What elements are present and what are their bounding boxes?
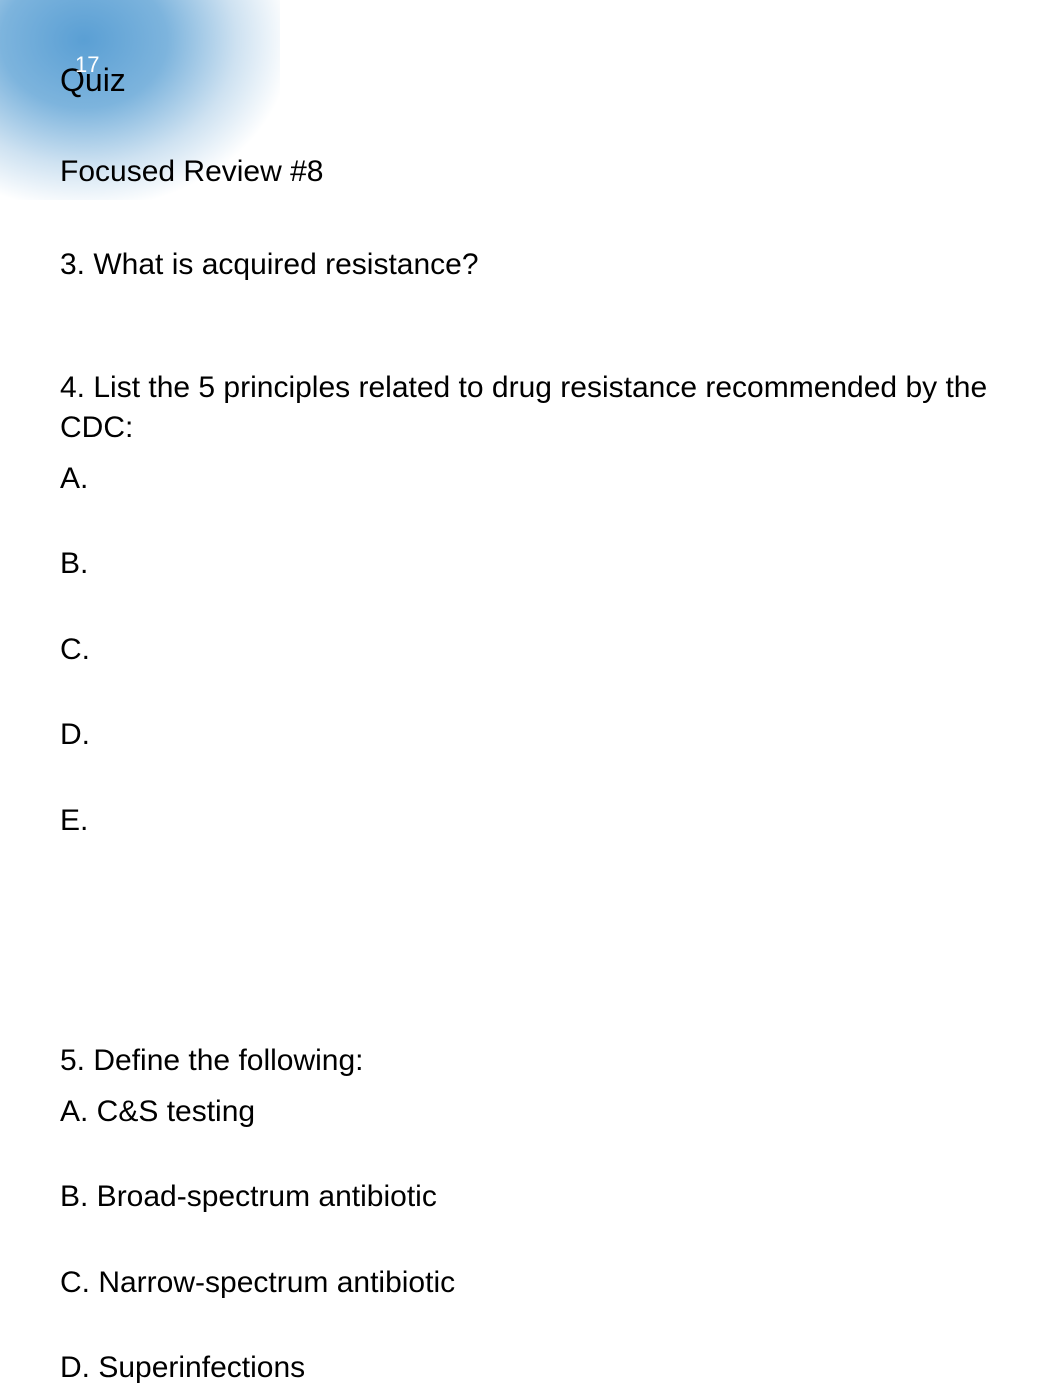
question-4-item-e: E. [60,801,1002,842]
question-5: 5. Define the following: [60,1041,1002,1082]
question-5-item-a: A. C&S testing [60,1092,1002,1133]
question-4-item-b: B. [60,544,1002,585]
page-number: 17 [75,52,99,78]
question-5-item-d: D. Superinfections [60,1348,1002,1389]
document-content: Quiz Focused Review #8 3. What is acquir… [0,0,1062,1389]
question-5-item-c: C. Narrow-spectrum antibiotic [60,1263,1002,1304]
document-title: Quiz [60,62,1002,99]
question-4-block: 4. List the 5 principles related to drug… [60,368,1002,842]
question-4-item-c: C. [60,630,1002,671]
question-5-item-b: B. Broad-spectrum antibiotic [60,1177,1002,1218]
question-4: 4. List the 5 principles related to drug… [60,368,1002,449]
question-4-item-a: A. [60,459,1002,500]
question-3: 3. What is acquired resistance? [60,245,1002,286]
question-4-item-d: D. [60,715,1002,756]
document-subtitle: Focused Review #8 [60,155,1002,189]
question-5-block: 5. Define the following: A. C&S testing … [60,1041,1002,1389]
